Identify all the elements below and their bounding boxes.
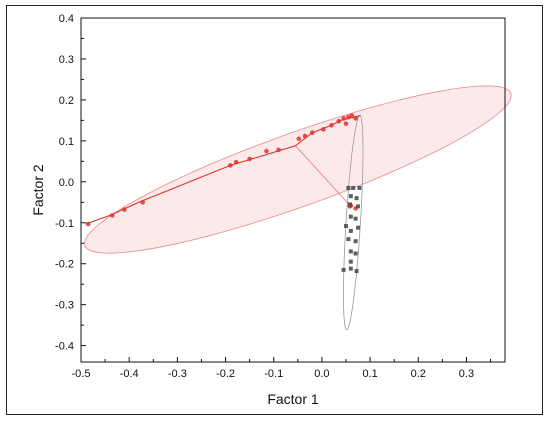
y-tick-label: 0.1: [59, 136, 74, 148]
dark-data-point: [356, 204, 361, 209]
y-tick-label: 0.0: [59, 177, 74, 189]
x-tick-label: 0.3: [459, 368, 474, 380]
x-tick-label: -0.4: [120, 368, 139, 380]
dark-data-point: [353, 216, 358, 221]
y-tick-label: -0.1: [55, 218, 74, 230]
x-tick-label: 0.2: [411, 368, 426, 380]
dark-data-point: [344, 224, 348, 229]
y-tick-label: 0.3: [59, 54, 74, 66]
dark-data-point: [348, 259, 353, 264]
red-data-point: [341, 116, 346, 121]
red-data-point: [140, 199, 145, 205]
dark-data-point: [351, 185, 356, 190]
red-data-point: [329, 122, 334, 128]
red-data-point: [233, 159, 239, 165]
dark-data-point: [353, 251, 358, 256]
confidence-ellipses: [83, 85, 512, 331]
red-data-point: [296, 136, 302, 142]
red-confidence-ellipse: [83, 85, 512, 254]
dark-data-point: [341, 267, 346, 272]
red-data-point: [302, 133, 308, 139]
dark-data-point: [348, 214, 353, 219]
red-data-point: [349, 113, 355, 118]
data-points: [85, 113, 362, 274]
red-data-point: [247, 156, 252, 162]
red-data-point: [110, 213, 115, 218]
dark-data-point: [346, 185, 351, 190]
y-tick-label: -0.3: [55, 300, 74, 312]
dark-data-point: [347, 202, 352, 207]
red-data-point: [336, 118, 342, 124]
red-data-point: [276, 147, 281, 153]
dark-data-point: [357, 185, 362, 190]
red-data-point: [264, 148, 269, 154]
x-tick-label: -0.1: [264, 368, 283, 380]
dark-data-point: [348, 228, 353, 233]
x-tick-label: 0.0: [314, 368, 329, 380]
axis-ticks: -0.5 -0.4 -0.3 -0.2 -0.1 0.0 0.1 0.2 0.3 0.4 0.3 0.…: [55, 13, 492, 380]
plot-area: [80, 17, 506, 363]
red-data-point: [353, 116, 358, 121]
x-tick-label: -0.3: [168, 368, 187, 380]
dark-data-point: [354, 196, 359, 201]
dark-data-point: [348, 249, 353, 254]
red-data-point: [122, 207, 127, 212]
red-data-point: [309, 130, 315, 135]
dark-data-point: [348, 194, 353, 199]
y-tick-label: -0.2: [55, 259, 74, 271]
dark-data-point: [354, 269, 359, 274]
y-axis-title: Factor 2: [30, 164, 46, 216]
x-tick-label: -0.5: [72, 368, 91, 380]
red-data-point: [321, 127, 326, 132]
dark-data-point: [346, 237, 351, 242]
x-axis-title: Factor 1: [267, 391, 319, 407]
red-data-point: [343, 121, 349, 126]
red-data-point: [228, 163, 233, 168]
x-tick-label: -0.2: [216, 368, 235, 380]
y-tick-label: 0.2: [59, 95, 74, 107]
y-tick-label: 0.4: [59, 13, 74, 25]
dark-confidence-ellipse: [343, 115, 364, 331]
connector-line: [295, 145, 352, 207]
dark-data-point: [356, 225, 361, 230]
dark-data-point: [348, 266, 353, 271]
y-tick-label: -0.4: [55, 341, 74, 353]
x-tick-label: 0.1: [362, 368, 377, 380]
dark-data-point: [353, 239, 358, 244]
red-data-point: [85, 221, 91, 227]
